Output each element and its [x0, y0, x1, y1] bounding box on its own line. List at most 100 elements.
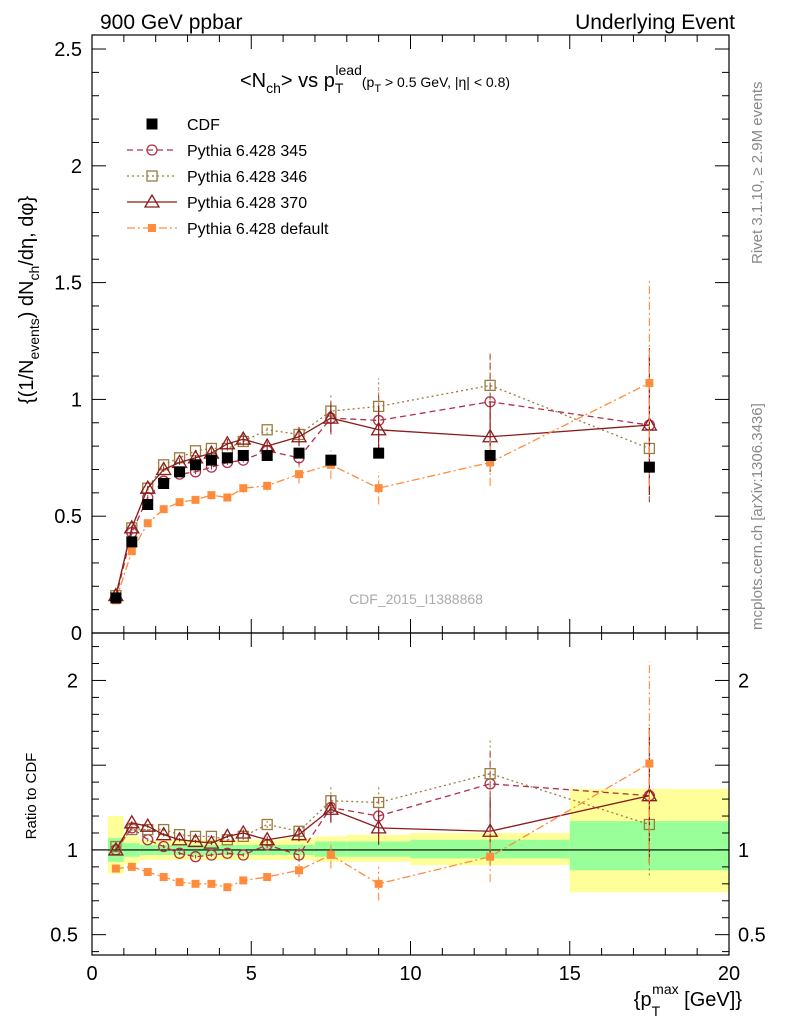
x-tick-label: 15: [559, 963, 581, 985]
y-tick-label: 0.5: [54, 506, 82, 528]
ratio-point: [107, 841, 125, 856]
data-point: [190, 459, 202, 471]
ratio-point: [187, 833, 204, 848]
x-tick-label: 10: [399, 963, 421, 985]
data-point: [237, 449, 249, 461]
data-point: [645, 379, 654, 388]
data-point: [322, 409, 340, 424]
data-point: [219, 435, 236, 450]
ratio-point: [486, 852, 495, 861]
ratio-point: [203, 834, 220, 849]
ratio-point: [219, 828, 236, 843]
ratio-series-pythia-6-428-default: [111, 661, 654, 901]
plot-title: <Nch> vs pTlead(pT > 0.5 GeV, |η| < 0.8): [240, 62, 510, 96]
ratio-point: [261, 818, 273, 831]
series-pythia-6-428-370: [107, 355, 658, 602]
data-point: [175, 498, 184, 507]
ratio-point: [290, 826, 308, 841]
data-point: [235, 430, 252, 445]
ratio-point: [143, 867, 152, 876]
ratio-line: [115, 762, 650, 888]
upper-y-axis-label: {(1/Nevents) dNch/dη, dφ}: [16, 196, 42, 404]
ratio-series-pythia-6-428-370: [107, 727, 658, 866]
data-point: [174, 466, 186, 478]
ratio-point: [370, 819, 387, 834]
side-mcplots-label: mcplots.cern.ch [arXiv:1306.3436]: [749, 403, 766, 630]
ratio-point: [139, 817, 156, 832]
header-right-label: Underlying Event: [575, 11, 735, 34]
y-tick-label: 2: [71, 156, 82, 178]
series-line: [115, 417, 650, 596]
data-point: [261, 449, 273, 461]
ratio-point: [171, 831, 188, 846]
legend-item: Pythia 6.428 346: [127, 169, 307, 186]
data-point: [373, 447, 385, 459]
ratio-inner-band: [346, 841, 411, 857]
legend-item: CDF: [146, 117, 220, 134]
ratio-point: [322, 800, 340, 815]
y-tick-label: 1: [71, 389, 82, 411]
data-point: [293, 447, 305, 459]
ratio-point: [123, 814, 140, 829]
ratio-point: [481, 822, 499, 837]
y-tick-label: 2.5: [54, 39, 82, 61]
ratio-point: [235, 824, 252, 839]
data-point: [139, 479, 156, 494]
ratio-y-tick-label-right: 1: [738, 840, 749, 862]
ratio-point: [263, 873, 272, 882]
series-line: [115, 384, 650, 596]
x-tick-label: 20: [718, 963, 740, 985]
ratio-point: [259, 831, 276, 846]
legend-item: Pythia 6.428 345: [127, 143, 307, 160]
data-point: [123, 519, 140, 534]
ratio-point: [175, 878, 184, 887]
data-point: [486, 458, 495, 467]
series-pythia-6-428-default: [111, 280, 654, 605]
ratio-point: [159, 873, 168, 882]
ratio-point: [158, 840, 170, 853]
data-point: [221, 452, 233, 464]
ratio-point: [189, 851, 202, 863]
legend-label: Pythia 6.428 default: [187, 221, 329, 238]
ratio-line: [115, 783, 650, 858]
data-point: [223, 493, 232, 502]
data-point: [143, 519, 152, 528]
ratio-point: [221, 847, 234, 859]
data-point: [110, 592, 122, 604]
ratio-point: [126, 823, 138, 836]
ratio-y-tick-label-right: 2: [738, 670, 749, 692]
side-rivet-label: Rivet 3.1.10, ≥ 2.9M events: [749, 82, 766, 265]
legend-label: CDF: [187, 117, 220, 134]
svg-text:<Nch> vs pTlead(pT > 0.5 GeV,: <Nch> vs pTlead(pT > 0.5 GeV, |η| < 0.8): [240, 62, 510, 96]
ratio-point: [374, 879, 383, 888]
data-point: [159, 505, 168, 514]
ratio-y-tick-label: 0.5: [50, 925, 78, 947]
data-point: [205, 454, 217, 466]
legend: CDF Pythia 6.428 345 Pythia 6.428 346 Pythi…: [127, 117, 329, 238]
data-point: [191, 495, 200, 504]
data-point: [290, 428, 308, 443]
data-point: [261, 424, 273, 436]
series-pythia-6-428-345: [110, 348, 656, 604]
ratio-point: [111, 864, 120, 873]
ratio-point: [295, 866, 304, 875]
analysis-watermark: CDF_2015_I1388868: [349, 591, 483, 607]
ratio-point: [127, 862, 136, 871]
ratio-point: [372, 796, 385, 809]
ratio-point: [173, 847, 186, 859]
data-point: [142, 499, 154, 511]
data-point: [484, 449, 496, 461]
legend-marker: [143, 193, 161, 208]
svg-text:{(1/Nevents) dNch/dη, dφ}: {(1/Nevents) dNch/dη, dφ}: [16, 196, 42, 404]
ratio-y-tick-label: 2: [67, 670, 78, 692]
x-tick-label: 5: [246, 963, 257, 985]
x-tick-label: 0: [86, 963, 97, 985]
ratio-point: [326, 851, 335, 860]
ratio-y-axis-label: Ratio to CDF: [23, 753, 40, 840]
y-tick-label: 0: [71, 623, 82, 645]
legend-label: Pythia 6.428 346: [187, 169, 307, 186]
ratio-y-tick-label-right: 0.5: [738, 925, 766, 947]
legend-marker: [146, 118, 158, 130]
data-point: [155, 461, 172, 476]
legend-label: Pythia 6.428 370: [187, 195, 307, 212]
